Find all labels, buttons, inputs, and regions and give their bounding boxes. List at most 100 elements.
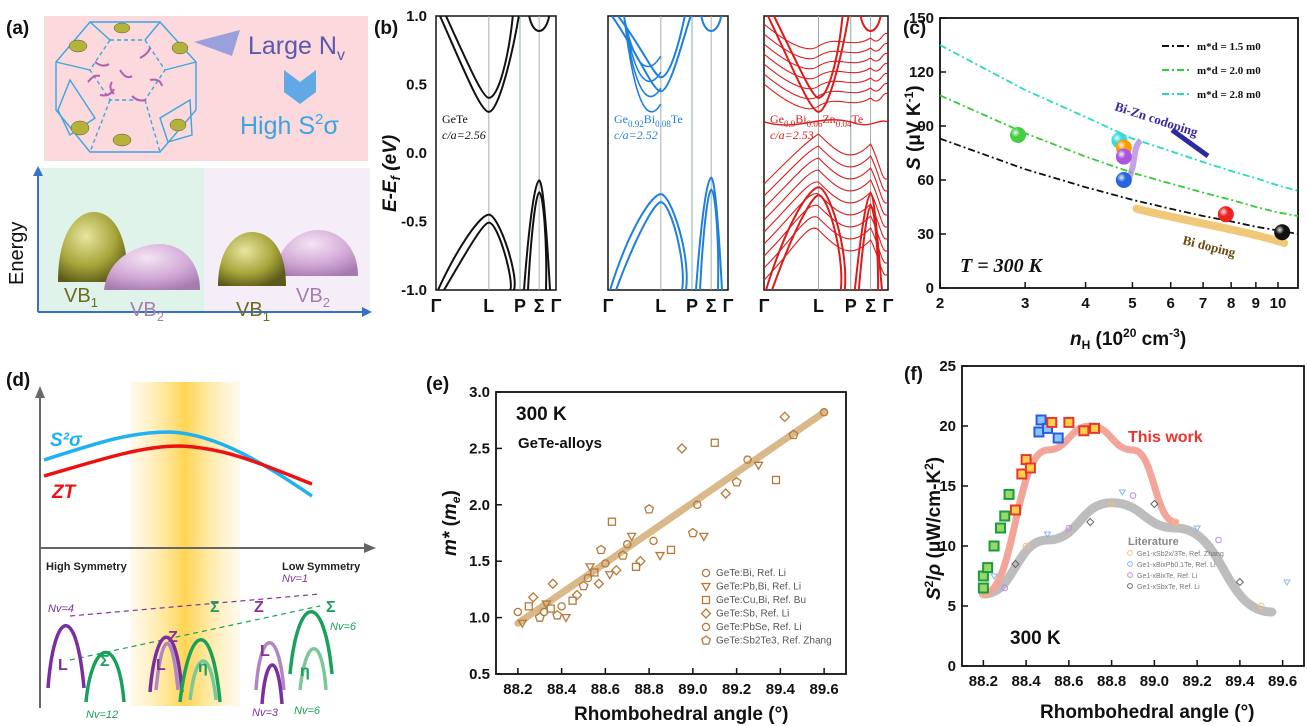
e-point-37 <box>710 438 719 447</box>
panel-c-ticks: 2 3 4 5 6 7 8 9 10 0 30 60 90 120 150 <box>909 10 1286 312</box>
pisarenko-curve-1 <box>939 94 1299 217</box>
f-this-work-point-10 <box>1024 462 1036 474</box>
panel-f-label: (f) <box>904 364 923 385</box>
e-point-27 <box>631 562 641 571</box>
e-point-25 <box>623 540 632 549</box>
c-xtick-5: 7 <box>1199 295 1207 312</box>
b-ytick-3: -0.5 <box>401 214 427 231</box>
e-point-1 <box>517 619 528 629</box>
f-literature-point-13 <box>1193 525 1202 532</box>
energy-axis-arrow-icon <box>33 166 43 176</box>
b-ytick-1: 0.5 <box>406 77 427 94</box>
panel-d-yaxis-arrow-icon <box>35 386 45 398</box>
zt-curve <box>43 444 313 486</box>
e-ytick-1: 1.0 <box>469 610 490 627</box>
band-structure-name-0: GeTe <box>442 112 468 126</box>
f-legend-entry-2: Ge1-xBixTe, Ref. Li <box>1137 573 1198 580</box>
bi-doping-trend <box>1132 204 1289 247</box>
c-xtick-0: 2 <box>936 295 944 312</box>
e-point-0 <box>513 607 523 617</box>
e-point-24 <box>617 550 628 560</box>
e-legend-entry-5: GeTe:Sb2Te3, Ref. Zhang <box>716 636 832 647</box>
kpoint-label-0-3: Σ <box>534 296 545 316</box>
low-symmetry-label: Low Symmetry <box>282 561 361 573</box>
band-label-L-3: L <box>260 643 270 660</box>
panel-c-temp: T = 300 K <box>960 255 1044 277</box>
f-this-work-point-17 <box>1078 425 1090 437</box>
c-xtick-4: 6 <box>1167 295 1175 312</box>
e-point-32 <box>666 545 676 555</box>
e-legend-entry-1: GeTe:Pb,Bi, Ref. Li <box>716 582 801 593</box>
e-point-22 <box>607 517 617 526</box>
panel-f-xlabel: Rhombohedral angle (°) <box>1040 702 1255 723</box>
f-literature-point-16 <box>1257 602 1265 610</box>
panel-c-legend: m*d = 1.5 m0 m*d = 2.0 m0 m*d = 2.8 m0 <box>1162 41 1261 101</box>
kpoint-label-2-2: P <box>845 296 857 316</box>
f-xtick-6: 89.4 <box>1225 673 1255 690</box>
c-xtick-8: 10 <box>1270 295 1287 312</box>
e-point-38 <box>720 488 732 499</box>
e-point-16 <box>584 563 596 573</box>
e-point-42 <box>771 475 781 485</box>
f-legend-marker-3 <box>1127 583 1133 589</box>
e-point-14 <box>578 580 589 591</box>
e-legend-marker-1 <box>700 582 712 592</box>
f-legend-entry-1: Ge1-xBixPb0.1Te, Ref. Li <box>1137 562 1216 569</box>
e-legend-marker-4 <box>701 622 711 632</box>
f-xtick-0: 88.2 <box>969 673 998 690</box>
f-literature-point-15 <box>1235 577 1245 587</box>
f-ytick-4: 20 <box>939 418 956 435</box>
f-literature-point-11 <box>1150 499 1159 509</box>
panel-d-xaxis-arrow-icon <box>364 543 376 553</box>
f-ytick-3: 15 <box>939 478 956 495</box>
e-xtick-5: 89.2 <box>722 681 751 698</box>
e-point-19 <box>595 544 607 555</box>
e-xtick-4: 89.0 <box>678 681 707 698</box>
panel-f-ticks: 88.2 88.4 88.6 88.8 89.0 89.2 89.4 89.6 0 5 10 15 20… <box>939 358 1297 690</box>
schematic-bands <box>46 610 334 705</box>
c-ytick-4: 120 <box>909 64 934 81</box>
b-ytick-0: 1.0 <box>406 8 427 25</box>
band-structure-ca-2: c/a=2.53 <box>770 128 814 142</box>
nv-label-4: Nv=3 <box>252 707 279 719</box>
panel-b: (b) E-Ef (eV) 1.00.50.0-0.5-1.0 Γ L P Σ ΓGeT… <box>374 8 894 316</box>
high-symmetry-label: High Symmetry <box>46 561 128 573</box>
literature-trend <box>978 498 1277 617</box>
panel-f-ylabel: S2/ρ (μW/cm-K2) <box>922 457 945 600</box>
f-literature-point-10 <box>1129 492 1137 499</box>
e-legend-marker-5 <box>700 635 712 645</box>
e-legend-entry-2: GeTe:Cu,Bi, Ref. Bu <box>716 595 806 606</box>
e-xtick-2: 88.6 <box>591 681 620 698</box>
c-xtick-6: 8 <box>1227 295 1235 312</box>
nv-label-1: Nv=12 <box>86 709 118 721</box>
f-this-work-point-8 <box>1016 468 1028 480</box>
band-structure-ca-1: c/a=2.52 <box>614 128 658 142</box>
panel-e-label: (e) <box>426 374 449 395</box>
legend-c-1: m*d = 2.0 m0 <box>1197 65 1261 77</box>
f-ytick-1: 5 <box>948 598 956 615</box>
panel-a: (a) Large Nv High S2σ <box>6 16 372 324</box>
f-literature-point-12 <box>1172 518 1180 526</box>
f-xtick-7: 89.6 <box>1268 673 1297 690</box>
panel-e-legend: GeTe:Bi, Ref. Li GeTe:Pb,Bi, Ref. Li GeTe:… <box>700 568 832 647</box>
f-literature-point-4 <box>1022 542 1030 550</box>
f-this-work-point-16 <box>1063 416 1075 428</box>
band-structure-ca-0: c/a=2.56 <box>442 128 486 142</box>
high-s2sigma-text: High S2σ <box>240 111 339 140</box>
dashed-L-line <box>69 593 321 617</box>
e-xtick-1: 88.4 <box>547 681 577 698</box>
f-ytick-2: 10 <box>939 538 956 555</box>
vb1-band-left <box>58 212 128 282</box>
e-point-7 <box>546 604 555 613</box>
s2sigma-label: S²σ <box>50 430 83 451</box>
panel-c-curves <box>939 44 1299 247</box>
f-this-work-point-15 <box>1052 432 1064 444</box>
literature-label: Literature <box>1128 536 1179 548</box>
kpoint-label-1-2: P <box>686 296 698 316</box>
e-point-8 <box>547 578 559 590</box>
c-ytick-5: 150 <box>909 10 934 27</box>
panel-f-legend: Ge1-xSb2x/3Te, Ref. Zhang Ge1-xBixPb0.1Te… <box>1127 550 1224 591</box>
band-label-eta-1: η <box>198 659 208 676</box>
e-point-10 <box>557 602 566 611</box>
